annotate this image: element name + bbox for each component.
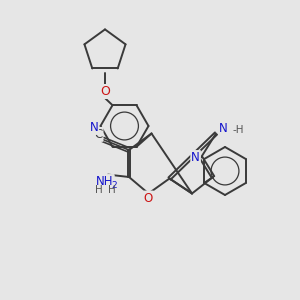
Text: O: O [100,85,110,98]
Text: H: H [94,184,102,195]
Text: -H: -H [232,125,244,135]
Text: N: N [191,151,200,164]
Text: N: N [219,122,228,136]
Text: N: N [89,121,98,134]
Text: H: H [108,184,116,195]
Text: 2: 2 [112,181,117,190]
Text: NH: NH [96,175,114,188]
Text: O: O [144,191,153,205]
Text: C: C [94,128,103,141]
